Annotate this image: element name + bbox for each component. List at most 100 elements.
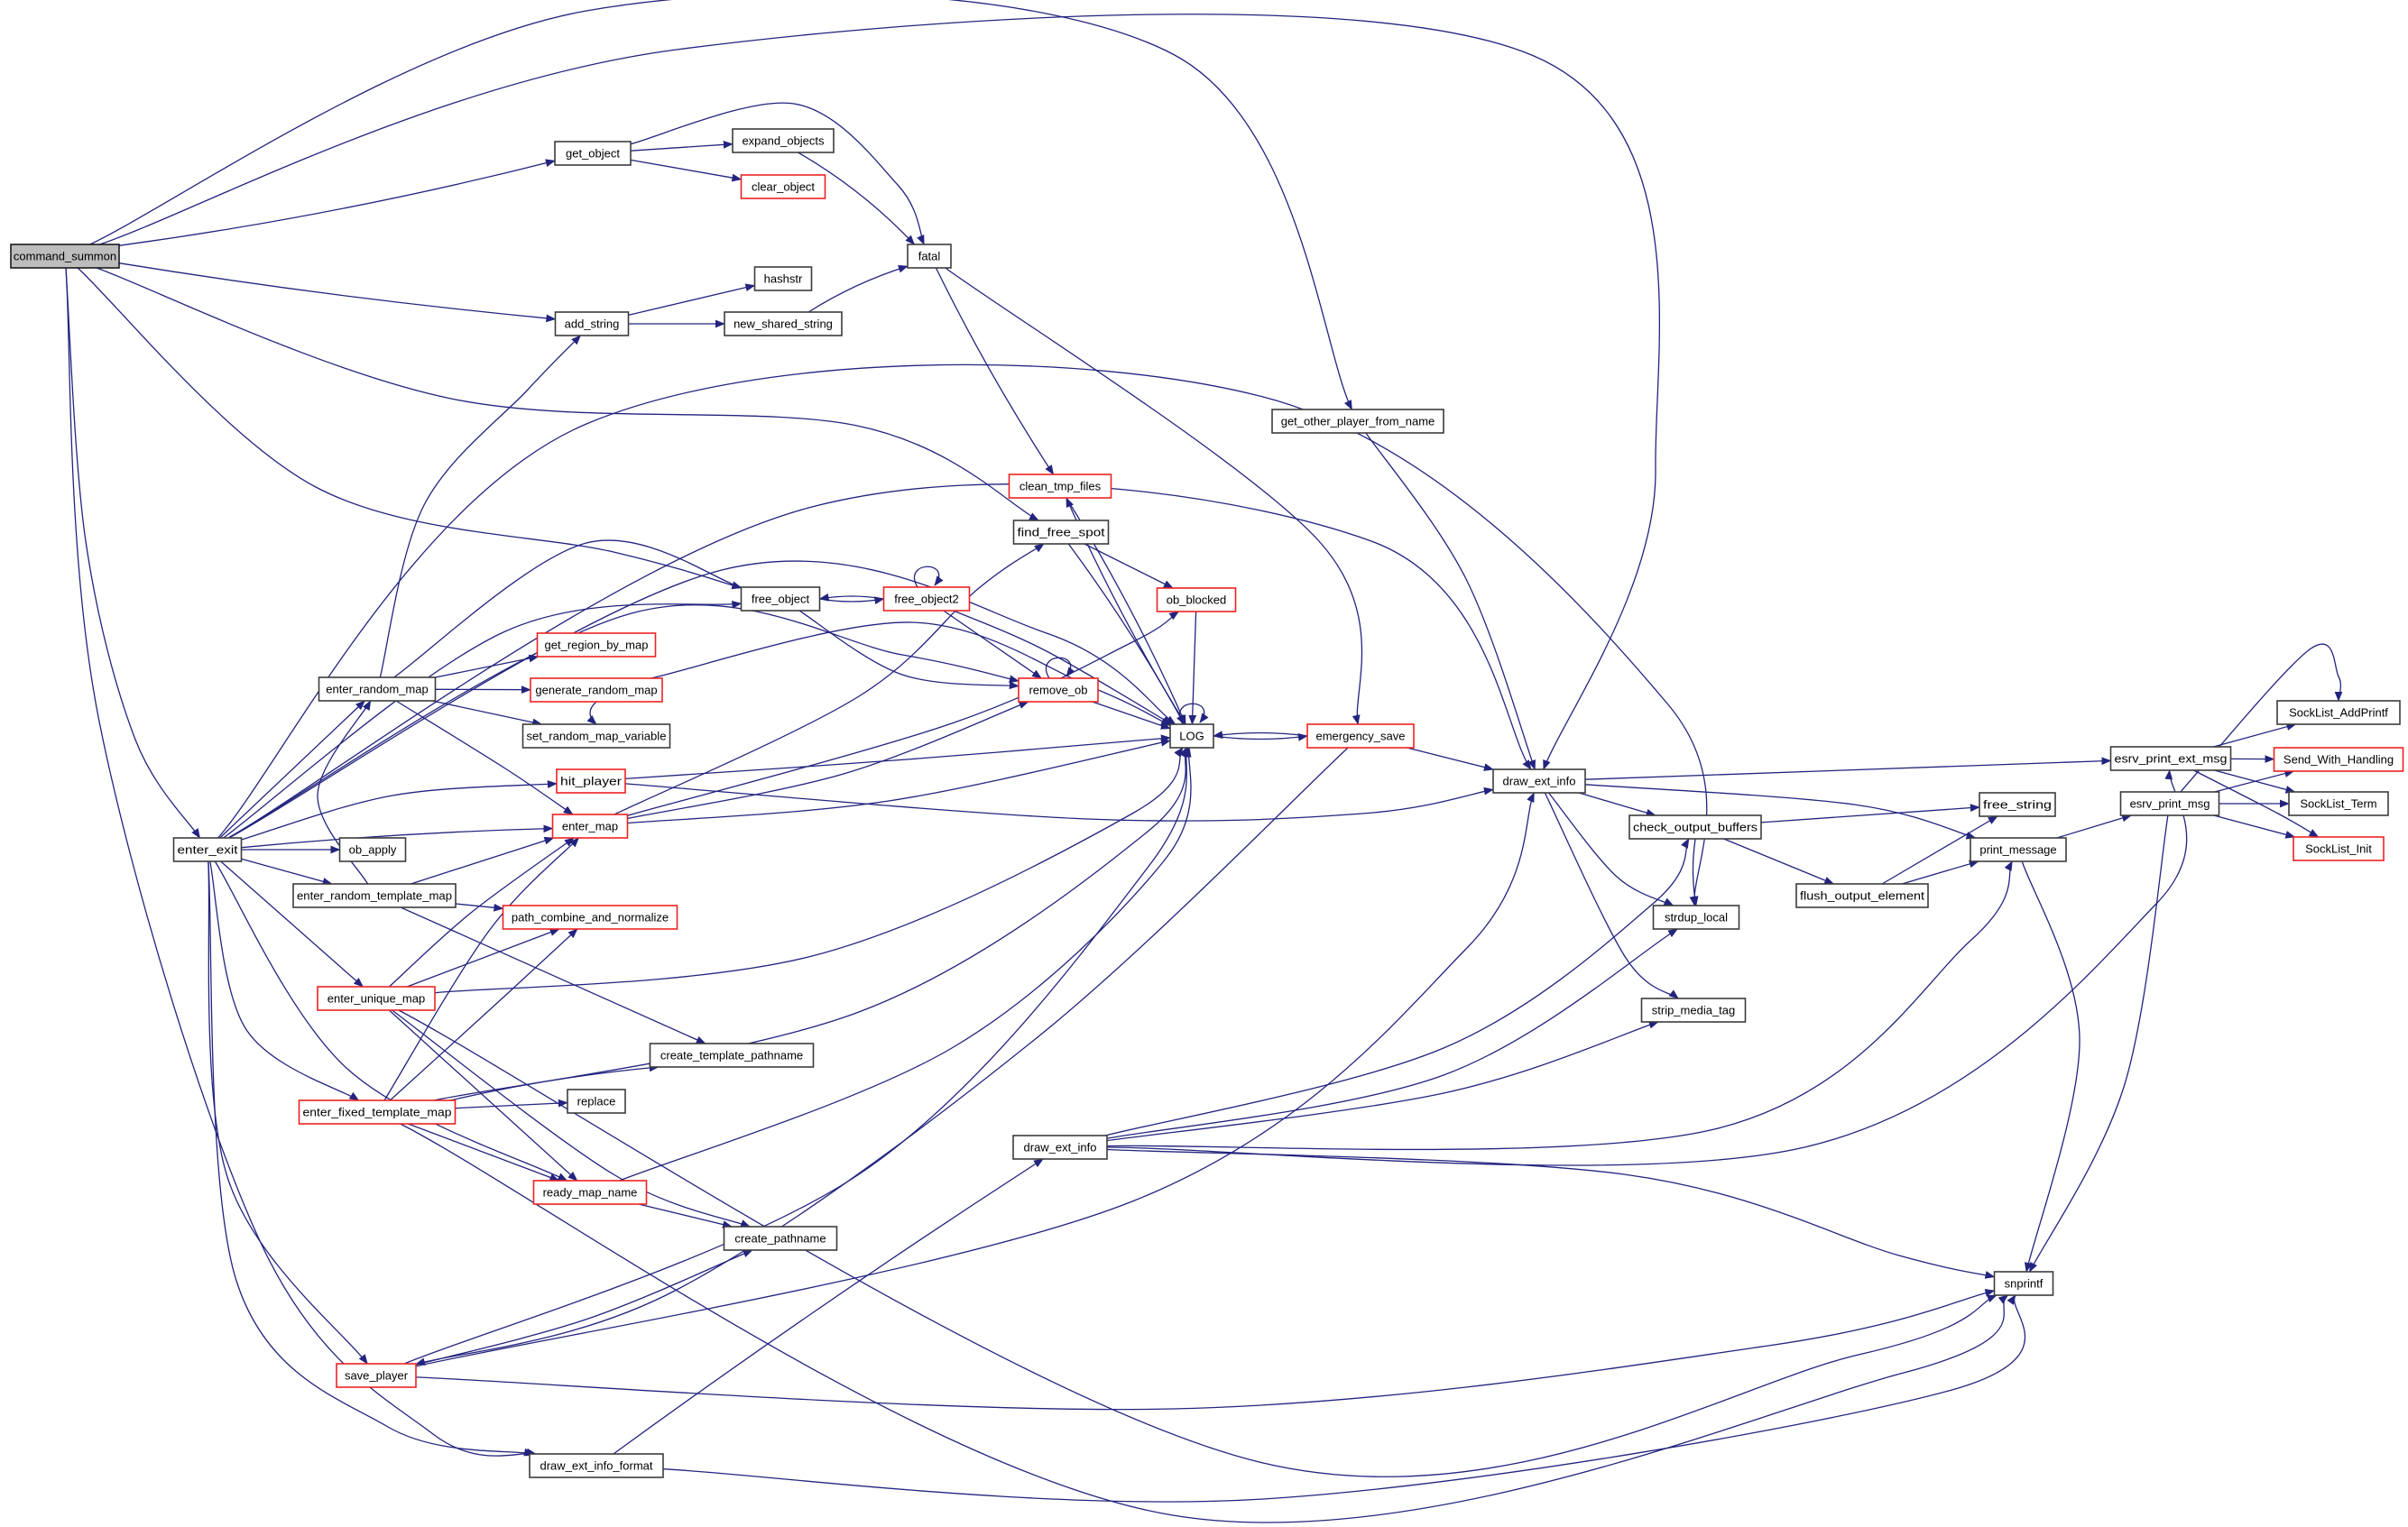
node-SockList_AddPrintf[interactable]: SockList_AddPrintf xyxy=(2276,700,2401,725)
node-snprintf[interactable]: snprintf xyxy=(1993,1271,2054,1296)
node-box-save_player[interactable] xyxy=(336,1363,417,1388)
node-box-strdup_local[interactable] xyxy=(1652,905,1740,930)
node-box-emergency_save[interactable] xyxy=(1306,723,1415,749)
node-enter_fixed_template_map[interactable]: enter_fixed_template_map xyxy=(298,1099,457,1125)
node-box-esrv_print_ext_msg[interactable] xyxy=(2109,746,2232,771)
node-box-enter_exit[interactable] xyxy=(172,837,243,862)
node-get_object[interactable]: get_object xyxy=(554,141,632,166)
node-box-enter_map[interactable] xyxy=(551,814,629,839)
node-free_object[interactable]: free_object xyxy=(740,586,821,612)
node-get_region_by_map[interactable]: get_region_by_map xyxy=(536,632,657,658)
node-box-draw_ext_info[interactable] xyxy=(1492,768,1586,794)
node-box-generate_random_map[interactable] xyxy=(530,677,663,703)
node-clear_object[interactable]: clear_object xyxy=(740,174,826,199)
node-path_combine_and_normalize[interactable]: path_combine_and_normalize xyxy=(502,905,678,930)
node-box-draw_ext_info_format[interactable] xyxy=(529,1453,664,1478)
node-new_shared_string[interactable]: new_shared_string xyxy=(724,311,843,336)
node-draw_ext_info[interactable]: draw_ext_info xyxy=(1492,768,1586,794)
node-box-LOG[interactable] xyxy=(1169,723,1214,749)
node-free_object2[interactable]: free_object2 xyxy=(882,586,971,612)
node-box-SockList_AddPrintf[interactable] xyxy=(2276,700,2401,725)
node-box-clear_object[interactable] xyxy=(740,174,826,199)
node-remove_ob[interactable]: remove_ob xyxy=(1018,677,1099,703)
node-draw_ext_info2[interactable]: draw_ext_info xyxy=(1012,1135,1108,1160)
node-box-create_pathname[interactable] xyxy=(723,1226,838,1251)
node-box-free_string[interactable] xyxy=(1979,792,2056,817)
node-box-enter_fixed_template_map[interactable] xyxy=(298,1099,457,1125)
node-box-remove_ob[interactable] xyxy=(1018,677,1099,703)
node-strdup_local[interactable]: strdup_local xyxy=(1652,905,1740,930)
node-replace[interactable]: replace xyxy=(567,1089,626,1114)
node-enter_unique_map[interactable]: enter_unique_map xyxy=(317,986,436,1011)
node-SockList_Init[interactable]: SockList_Init xyxy=(2293,836,2385,861)
node-box-snprintf[interactable] xyxy=(1993,1271,2054,1296)
node-create_pathname[interactable]: create_pathname xyxy=(723,1226,838,1251)
node-hashstr[interactable]: hashstr xyxy=(753,266,813,291)
node-SockList_Term[interactable]: SockList_Term xyxy=(2288,791,2389,816)
node-box-hashstr[interactable] xyxy=(753,266,813,291)
node-box-create_template_pathname[interactable] xyxy=(649,1043,815,1068)
node-ob_apply[interactable]: ob_apply xyxy=(338,837,407,862)
node-box-command_summon[interactable] xyxy=(10,244,120,269)
node-box-strip_media_tag[interactable] xyxy=(1640,998,1747,1023)
node-get_other_player_from_name[interactable]: get_other_player_from_name xyxy=(1271,409,1444,434)
node-generate_random_map[interactable]: generate_random_map xyxy=(530,677,663,703)
node-box-get_object[interactable] xyxy=(554,141,632,166)
node-hit_player[interactable]: hit_player xyxy=(556,768,626,794)
node-box-free_object[interactable] xyxy=(740,586,821,612)
node-strip_media_tag[interactable]: strip_media_tag xyxy=(1640,998,1747,1023)
node-ob_blocked[interactable]: ob_blocked xyxy=(1156,587,1237,612)
node-box-hit_player[interactable] xyxy=(556,768,626,794)
node-enter_random_map[interactable]: enter_random_map xyxy=(318,676,437,702)
node-box-draw_ext_info2[interactable] xyxy=(1012,1135,1108,1160)
node-free_string[interactable]: free_string xyxy=(1979,792,2056,817)
node-box-enter_random_template_map[interactable] xyxy=(292,883,457,908)
node-box-set_random_map_variable[interactable] xyxy=(521,723,671,749)
node-box-ob_blocked[interactable] xyxy=(1156,587,1237,612)
node-box-esrv_print_msg[interactable] xyxy=(2119,791,2220,816)
node-box-add_string[interactable] xyxy=(554,311,630,336)
node-box-Send_With_Handling[interactable] xyxy=(2273,747,2404,772)
node-box-expand_objects[interactable] xyxy=(732,128,835,153)
node-esrv_print_ext_msg[interactable]: esrv_print_ext_msg xyxy=(2109,746,2232,771)
node-box-fatal[interactable] xyxy=(907,244,952,269)
node-box-enter_unique_map[interactable] xyxy=(317,986,436,1011)
node-box-SockList_Init[interactable] xyxy=(2293,836,2385,861)
node-box-new_shared_string[interactable] xyxy=(724,311,843,336)
node-check_output_buffers[interactable]: check_output_buffers xyxy=(1628,814,1762,840)
node-box-ready_map_name[interactable] xyxy=(532,1180,648,1205)
node-create_template_pathname[interactable]: create_template_pathname xyxy=(649,1043,815,1068)
node-emergency_save[interactable]: emergency_save xyxy=(1306,723,1415,749)
node-box-get_region_by_map[interactable] xyxy=(536,632,657,658)
node-box-clean_tmp_files[interactable] xyxy=(1008,474,1112,499)
node-box-enter_random_map[interactable] xyxy=(318,676,437,702)
node-add_string[interactable]: add_string xyxy=(554,311,630,336)
node-enter_exit[interactable]: enter_exit xyxy=(172,837,243,862)
node-box-flush_output_element[interactable] xyxy=(1795,883,1929,908)
node-flush_output_element[interactable]: flush_output_element xyxy=(1795,883,1929,908)
node-box-find_free_spot[interactable] xyxy=(1012,520,1110,545)
node-LOG[interactable]: LOG xyxy=(1169,723,1214,749)
node-box-check_output_buffers[interactable] xyxy=(1628,814,1762,840)
node-box-path_combine_and_normalize[interactable] xyxy=(502,905,678,930)
node-enter_map[interactable]: enter_map xyxy=(551,814,629,839)
node-box-ob_apply[interactable] xyxy=(338,837,407,862)
node-save_player[interactable]: save_player xyxy=(336,1363,417,1388)
node-draw_ext_info_format[interactable]: draw_ext_info_format xyxy=(529,1453,664,1478)
node-command_summon[interactable]: command_summon xyxy=(10,244,120,269)
node-find_free_spot[interactable]: find_free_spot xyxy=(1012,520,1110,545)
node-ready_map_name[interactable]: ready_map_name xyxy=(532,1180,648,1205)
node-Send_With_Handling[interactable]: Send_With_Handling xyxy=(2273,747,2404,772)
node-clean_tmp_files[interactable]: clean_tmp_files xyxy=(1008,474,1112,499)
node-box-get_other_player_from_name[interactable] xyxy=(1271,409,1444,434)
node-enter_random_template_map[interactable]: enter_random_template_map xyxy=(292,883,457,908)
node-box-replace[interactable] xyxy=(567,1089,626,1114)
node-box-free_object2[interactable] xyxy=(882,586,971,612)
node-expand_objects[interactable]: expand_objects xyxy=(732,128,835,153)
node-set_random_map_variable[interactable]: set_random_map_variable xyxy=(521,723,671,749)
node-print_message[interactable]: print_message xyxy=(1970,837,2067,862)
node-esrv_print_msg[interactable]: esrv_print_msg xyxy=(2119,791,2220,816)
node-fatal[interactable]: fatal xyxy=(907,244,952,269)
node-box-SockList_Term[interactable] xyxy=(2288,791,2389,816)
node-box-print_message[interactable] xyxy=(1970,837,2067,862)
